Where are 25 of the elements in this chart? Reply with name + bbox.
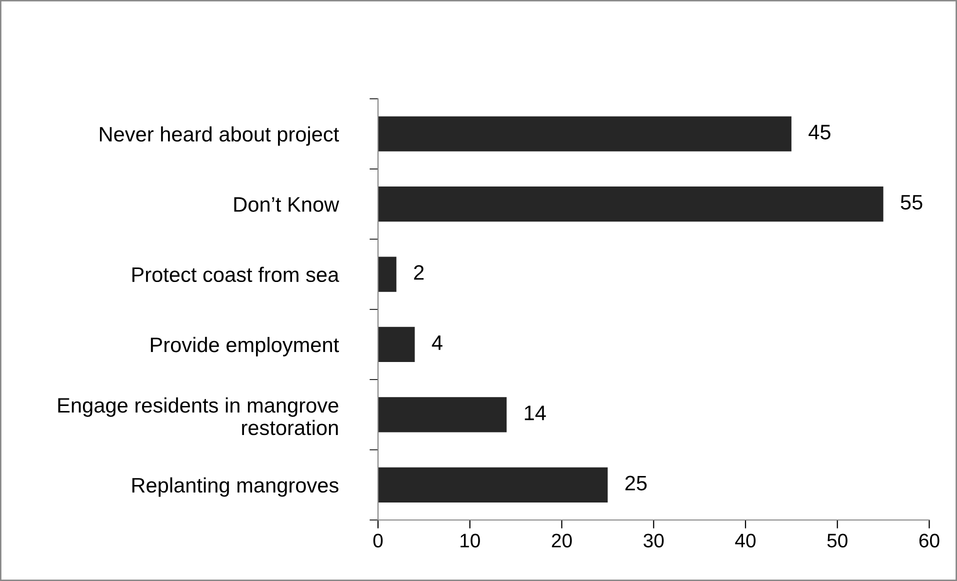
x-tick-label: 50: [827, 534, 848, 548]
data-label: 55: [900, 195, 922, 210]
data-label: 2: [414, 265, 424, 280]
x-tick-label: 30: [644, 534, 664, 548]
data-label: 25: [625, 476, 647, 490]
x-tick-label: 20: [552, 534, 572, 548]
x-tick-label: 60: [919, 534, 940, 548]
x-tick-label: 40: [735, 534, 756, 548]
y-tick-label: Protect coast from sea: [132, 266, 340, 282]
data-label: 14: [524, 406, 546, 420]
data-label: 4: [432, 336, 442, 350]
bar: [378, 256, 396, 292]
y-tick-label: Replanting mangroves: [132, 477, 338, 497]
x-tick-label: 0: [373, 534, 383, 548]
bar: [378, 397, 507, 432]
bar: [378, 326, 415, 362]
x-tick-label: 10: [460, 534, 480, 548]
bar: [378, 467, 608, 502]
bar: [378, 116, 792, 152]
bar: [378, 186, 884, 222]
y-tick-label: Engage residents in mangrove restoration: [58, 397, 338, 436]
y-tick-label: Never heard about project: [100, 126, 339, 146]
data-label: 45: [808, 124, 830, 140]
y-tick-label: Provide employment: [150, 336, 339, 356]
y-tick-label: Don’t Know: [234, 197, 340, 212]
